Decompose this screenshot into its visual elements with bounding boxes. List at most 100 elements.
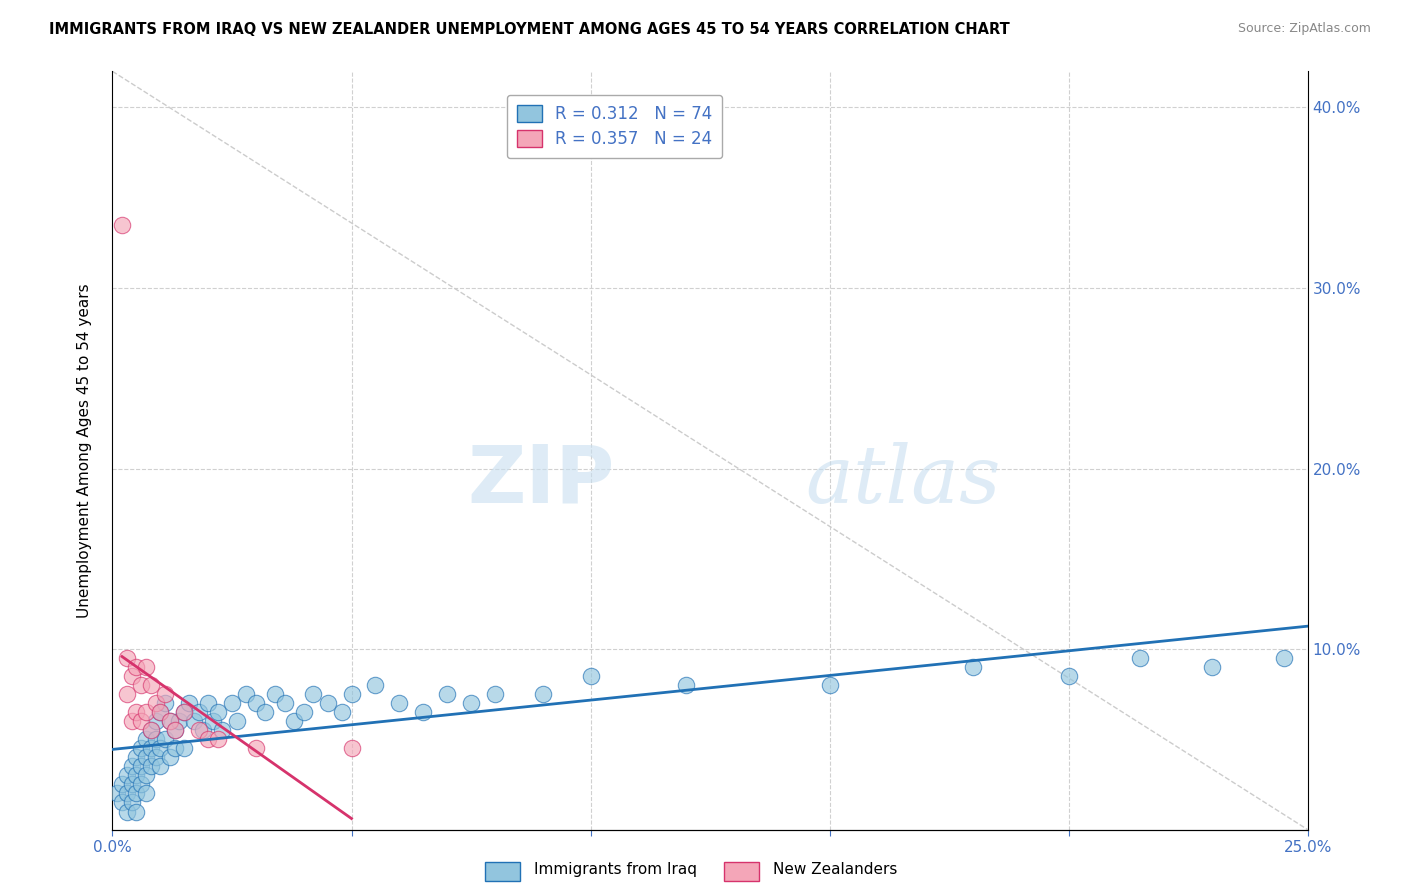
Point [264,687,287,701]
Point [145,732,167,747]
Point [121,759,143,773]
Point [145,714,167,729]
Point [169,714,191,729]
Point [105,787,128,801]
Point [125,705,148,719]
Point [292,705,315,719]
Point [173,705,195,719]
Point [111,777,134,791]
Point [125,660,148,674]
Point [145,750,167,764]
Point [135,750,157,764]
Point [177,696,200,710]
Text: ZIP: ZIP [467,442,614,520]
Point [125,805,148,819]
Point [111,796,134,810]
Point [115,787,138,801]
Point [153,732,176,747]
Point [135,660,157,674]
Point [173,705,195,719]
Point [135,732,157,747]
Point [149,705,172,719]
Point [139,723,162,738]
Point [159,750,181,764]
Point [436,687,458,701]
Text: Immigrants from Iraq: Immigrants from Iraq [534,863,697,877]
Point [159,714,181,729]
Point [115,687,138,701]
Point [207,705,229,719]
Point [330,705,353,719]
Point [125,787,148,801]
Point [135,787,157,801]
Point [225,714,247,729]
Point [962,660,984,674]
Point [121,714,143,729]
Point [149,759,172,773]
Text: Source: ZipAtlas.com: Source: ZipAtlas.com [1237,22,1371,36]
Point [129,678,152,692]
Point [254,705,277,719]
Point [125,768,148,782]
Point [221,696,243,710]
Point [163,723,186,738]
Point [460,696,482,710]
Point [412,705,434,719]
Point [187,723,209,738]
Text: atlas: atlas [806,442,1001,519]
Point [111,218,134,232]
Point [163,723,186,738]
Point [201,714,224,729]
Point [121,777,143,791]
Point [818,678,841,692]
Point [139,678,162,692]
Point [183,714,205,729]
Point [115,805,138,819]
Point [207,732,229,747]
Point [197,696,219,710]
Point [1129,651,1152,665]
Point [1057,669,1080,683]
Point [531,687,554,701]
Point [316,696,339,710]
Text: IMMIGRANTS FROM IRAQ VS NEW ZEALANDER UNEMPLOYMENT AMONG AGES 45 TO 54 YEARS COR: IMMIGRANTS FROM IRAQ VS NEW ZEALANDER UN… [49,22,1010,37]
Point [139,723,162,738]
Point [340,741,363,756]
Point [139,759,162,773]
Point [388,696,411,710]
Point [129,777,152,791]
Point [163,741,186,756]
Point [235,687,257,701]
Text: New Zealanders: New Zealanders [773,863,897,877]
Point [245,741,267,756]
Point [159,714,181,729]
Point [121,796,143,810]
Point [245,696,267,710]
Point [193,723,215,738]
Point [1201,660,1223,674]
Point [153,696,176,710]
Point [1272,651,1295,665]
Point [340,687,363,701]
Point [579,669,602,683]
Point [129,741,152,756]
Point [115,768,138,782]
Point [135,705,157,719]
Point [153,687,176,701]
Point [211,723,233,738]
Point [484,687,506,701]
Point [121,669,143,683]
Point [125,750,148,764]
Point [149,741,172,756]
Point [675,678,697,692]
Legend: R = 0.312   N = 74, R = 0.357   N = 24: R = 0.312 N = 74, R = 0.357 N = 24 [506,95,723,158]
Point [115,651,138,665]
Y-axis label: Unemployment Among Ages 45 to 54 years: Unemployment Among Ages 45 to 54 years [77,283,91,618]
Point [139,741,162,756]
Point [302,687,325,701]
Point [129,714,152,729]
Point [283,714,305,729]
Point [145,696,167,710]
Point [135,768,157,782]
Point [364,678,387,692]
